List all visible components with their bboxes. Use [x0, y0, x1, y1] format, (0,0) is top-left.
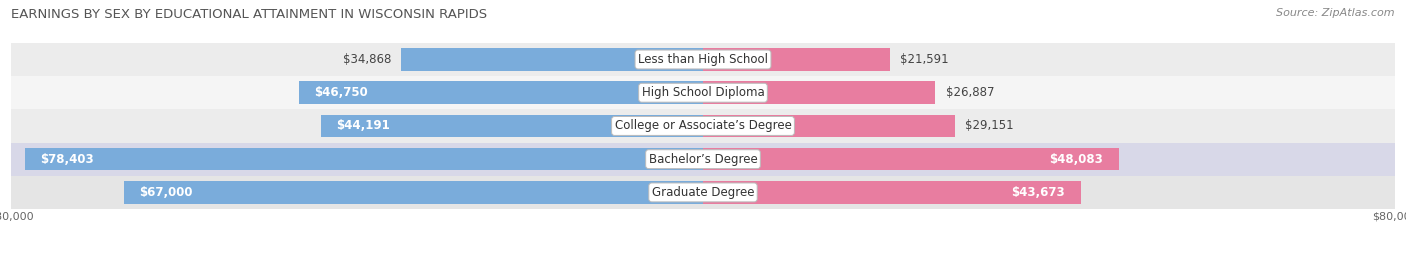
Bar — [298, 81, 703, 104]
Bar — [11, 176, 1395, 209]
Text: $44,191: $44,191 — [336, 120, 391, 132]
Text: $29,151: $29,151 — [966, 120, 1014, 132]
Bar — [11, 143, 1395, 176]
Text: $43,673: $43,673 — [1011, 186, 1066, 199]
Bar — [11, 43, 1395, 76]
Bar — [124, 181, 703, 204]
Text: $48,083: $48,083 — [1049, 153, 1104, 166]
Text: College or Associate’s Degree: College or Associate’s Degree — [614, 120, 792, 132]
Text: High School Diploma: High School Diploma — [641, 86, 765, 99]
Bar — [703, 148, 1119, 170]
Bar — [321, 115, 703, 137]
Text: Graduate Degree: Graduate Degree — [652, 186, 754, 199]
Bar — [703, 48, 890, 71]
Text: EARNINGS BY SEX BY EDUCATIONAL ATTAINMENT IN WISCONSIN RAPIDS: EARNINGS BY SEX BY EDUCATIONAL ATTAINMEN… — [11, 8, 488, 21]
Text: $21,591: $21,591 — [900, 53, 949, 66]
Text: $46,750: $46,750 — [315, 86, 368, 99]
Text: $34,868: $34,868 — [343, 53, 391, 66]
Text: $26,887: $26,887 — [946, 86, 994, 99]
Bar — [703, 115, 955, 137]
Bar — [703, 81, 935, 104]
Text: $67,000: $67,000 — [139, 186, 193, 199]
Text: Bachelor’s Degree: Bachelor’s Degree — [648, 153, 758, 166]
Bar — [703, 181, 1081, 204]
Bar — [11, 109, 1395, 143]
Text: Less than High School: Less than High School — [638, 53, 768, 66]
Bar — [25, 148, 703, 170]
Text: Source: ZipAtlas.com: Source: ZipAtlas.com — [1277, 8, 1395, 18]
Text: $78,403: $78,403 — [41, 153, 94, 166]
Bar — [11, 76, 1395, 109]
Bar — [402, 48, 703, 71]
